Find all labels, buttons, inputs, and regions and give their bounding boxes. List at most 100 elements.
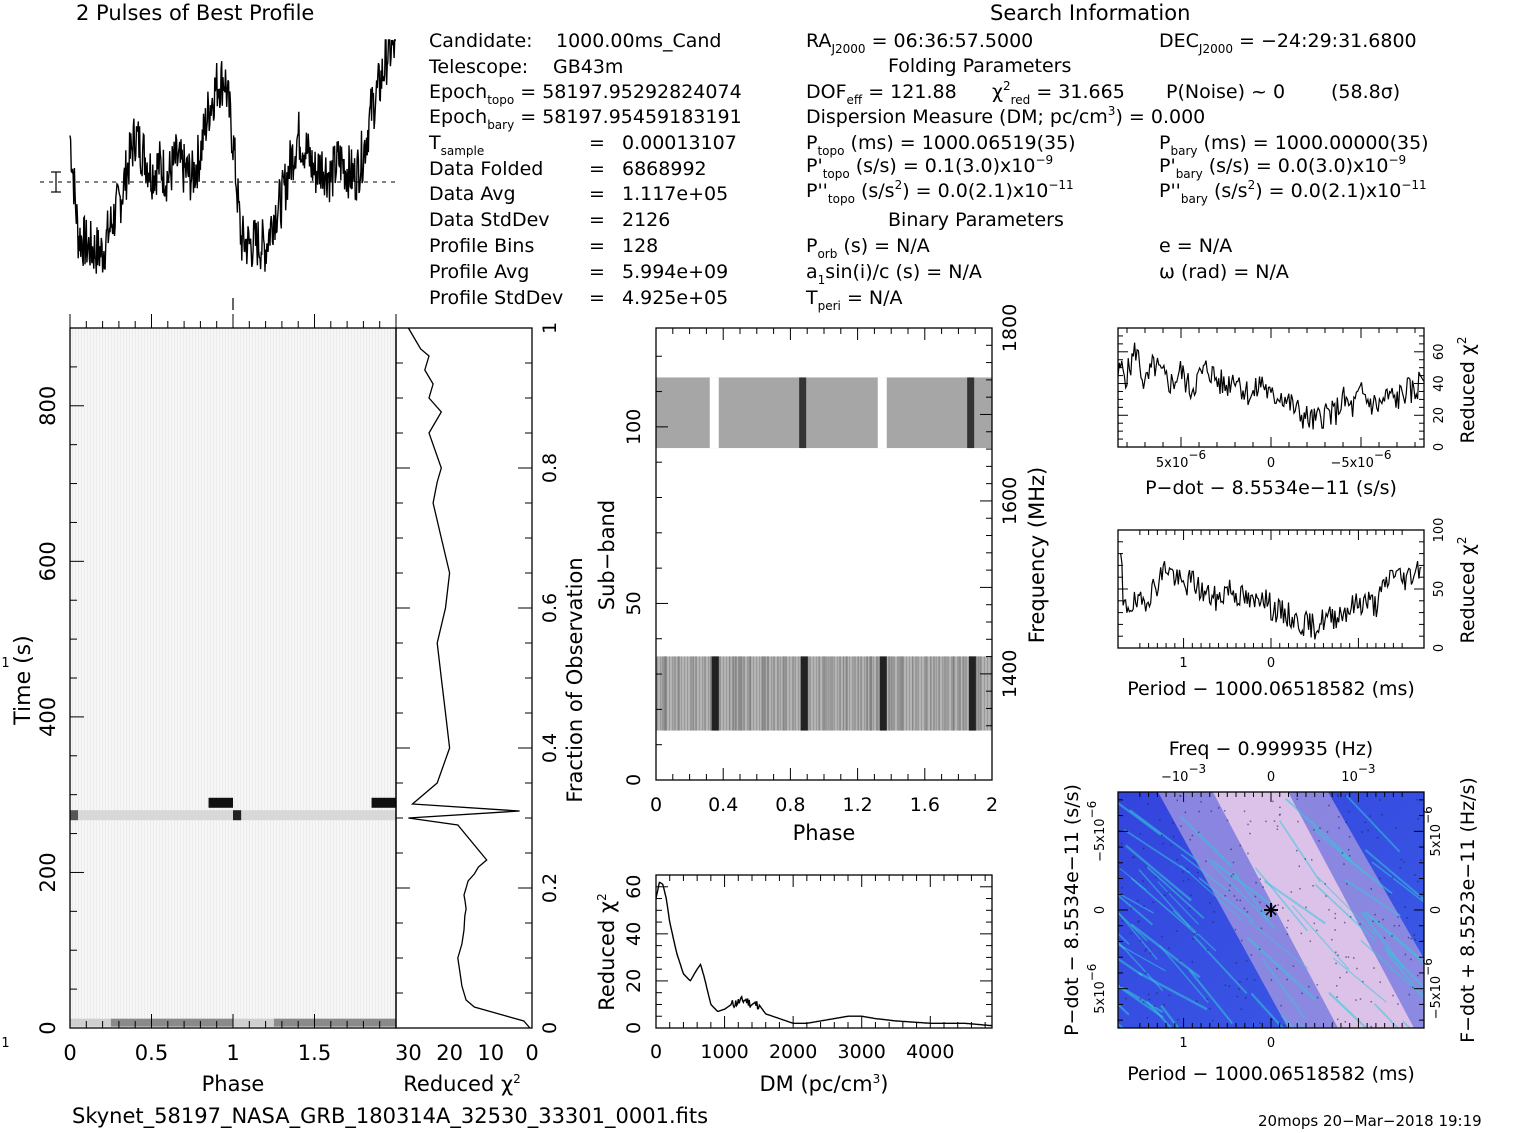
map-streak	[1332, 957, 1387, 1003]
noise-stripe	[838, 656, 841, 731]
map-speckle	[1343, 921, 1346, 924]
noise-stripe	[692, 656, 695, 731]
map-speckle	[1337, 816, 1340, 818]
map-speckle	[1196, 871, 1199, 874]
map-speckle	[1403, 861, 1405, 863]
x-tick-label: 0.8	[775, 794, 805, 816]
noise-stripe	[897, 656, 900, 731]
map-speckle	[1417, 974, 1419, 977]
map-speckle	[1212, 1019, 1214, 1022]
y-tick-label: 100	[1432, 518, 1447, 543]
map-speckle	[1142, 1001, 1145, 1003]
map-speckle	[1155, 876, 1157, 878]
x-tick-label: 2	[986, 794, 998, 816]
map-speckle	[1292, 965, 1295, 967]
y-tick-label: 0	[623, 774, 645, 786]
period-frame	[1117, 529, 1425, 649]
map-streak	[1250, 992, 1285, 1028]
dm-curve-plot: 0 1000 2000 3000 4000 DM (pc/cm3) 0 20 40 60Reduc…	[595, 874, 993, 1096]
map-streak	[1386, 952, 1424, 999]
period-redchi-plot: 1 0 −1 Period − 1000.06518582 (ms) 0 50 100 Red…	[0, 518, 1479, 700]
map-streak	[1130, 877, 1198, 936]
map-speckle	[1179, 959, 1181, 962]
subband-upper-band	[656, 377, 992, 449]
map-speckle	[1130, 907, 1133, 910]
map-speckle	[1240, 1008, 1243, 1010]
y-tick-label: 0	[1432, 644, 1447, 652]
map-streak	[1137, 971, 1208, 1011]
map-speckle	[1249, 820, 1252, 823]
map-speckle	[1334, 917, 1336, 919]
noise-stripe	[741, 656, 743, 731]
map-speckle	[1226, 819, 1229, 822]
map-speckle	[1234, 928, 1237, 931]
noise-stripe	[739, 656, 741, 731]
map-speckle	[1328, 909, 1330, 911]
x-tick-label: 0	[650, 794, 662, 816]
noise-stripe	[876, 656, 878, 731]
feature-band	[273, 1018, 396, 1027]
map-speckle	[1197, 831, 1200, 834]
noise-stripe	[823, 656, 825, 731]
map-speckle	[1206, 998, 1208, 1000]
y-axis-label: Time (s)	[11, 635, 36, 725]
map-speckle	[1179, 794, 1181, 797]
map-speckle	[1277, 904, 1279, 906]
map-speckle	[1341, 852, 1344, 854]
x-tick-label: 20	[436, 1041, 463, 1065]
map-streak	[1124, 844, 1192, 902]
noise-stripe	[933, 656, 936, 731]
profile-plot	[40, 39, 398, 310]
map-speckle	[1417, 880, 1419, 883]
map-speckle	[1304, 858, 1307, 860]
map-speckle	[1404, 953, 1407, 956]
noise-stripe	[710, 656, 713, 731]
x-tick-label: 0	[1267, 1036, 1275, 1051]
map-speckle	[1167, 891, 1169, 894]
noise-stripe	[938, 656, 940, 731]
candidate-label: Candidate:	[429, 30, 533, 52]
dof-text: DOFeff = 121.88	[806, 81, 957, 107]
map-speckle	[1372, 920, 1374, 923]
noise-stripe	[783, 656, 786, 731]
map-speckle	[1344, 1020, 1347, 1023]
map-speckle	[1188, 907, 1191, 910]
map-streak	[1314, 883, 1376, 942]
data-avg-value: 1.117e+05	[622, 183, 729, 205]
map-streak	[1246, 936, 1316, 1000]
y-right-tick-label: 0.8	[539, 453, 561, 483]
map-speckle	[1395, 827, 1397, 829]
map-streak	[1180, 853, 1231, 894]
map-speckle	[1337, 793, 1339, 796]
map-speckle	[1139, 833, 1141, 835]
y-right-tick-label: 5x10−6	[1421, 806, 1444, 856]
noise-stripe	[870, 656, 872, 731]
map-streak	[1345, 794, 1401, 853]
data-folded-label: Data Folded	[429, 158, 544, 180]
x-axis-label: Period − 1000.06518582 (ms)	[1127, 678, 1415, 700]
map-streak	[1291, 905, 1350, 970]
map-speckle	[1382, 918, 1384, 921]
y-axis-label: Reduced χ2	[595, 893, 619, 1010]
y-right-tick-label: 0.2	[539, 873, 561, 903]
map-speckle	[1243, 810, 1246, 813]
map-speckle	[1413, 934, 1416, 936]
map-speckle	[1224, 894, 1226, 897]
noise-stripe	[742, 656, 745, 731]
y-tick-label: 0	[36, 1021, 60, 1034]
map-speckle	[1195, 1000, 1198, 1003]
map-streak	[1118, 801, 1162, 836]
noise-stripe	[761, 656, 763, 731]
noise-stripe	[694, 656, 697, 731]
data-folded-value: 6868992	[622, 158, 707, 180]
map-streak	[1145, 865, 1205, 919]
y-tick-label: 60	[623, 875, 645, 899]
map-speckle	[1138, 920, 1140, 922]
map-speckle	[1139, 939, 1142, 942]
map-speckle	[1379, 877, 1381, 880]
map-speckle	[1139, 997, 1142, 1000]
map-speckle	[1356, 967, 1358, 970]
map-speckle	[1229, 884, 1231, 887]
map-streak	[1247, 919, 1309, 970]
